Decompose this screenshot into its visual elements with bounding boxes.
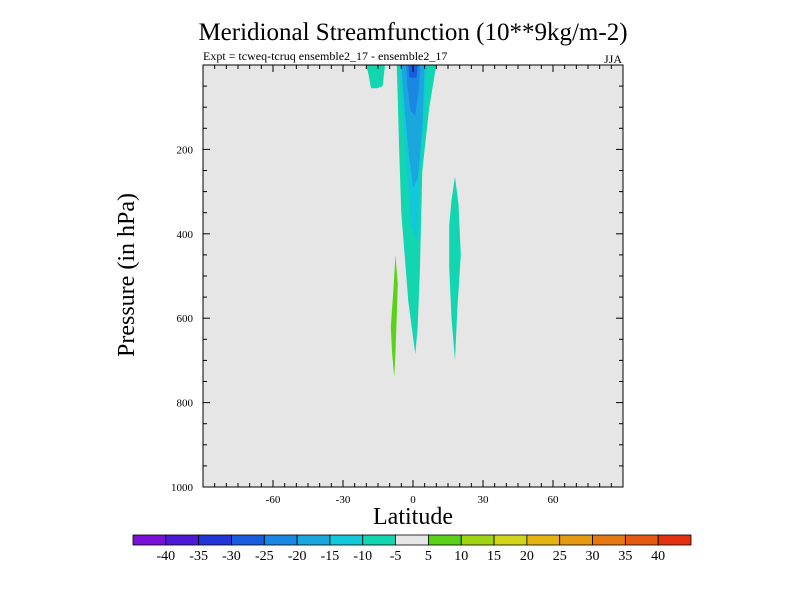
colorbar-label: -15 (321, 549, 340, 564)
colorbar-swatch (395, 534, 429, 546)
axis-ticks (203, 65, 623, 487)
colorbar-swatch (296, 534, 331, 546)
x-tick-label: 60 (548, 494, 560, 506)
colorbar-swatch (460, 534, 495, 546)
colorbar-label: -10 (353, 549, 372, 564)
x-tick-labels: -60 -30 0 30 60 (266, 494, 559, 506)
colorbar-label: -35 (189, 549, 208, 564)
x-tick-label: 0 (410, 494, 416, 506)
colorbar-label: 30 (586, 549, 600, 564)
chart-subtitle-right: JJA (604, 52, 622, 66)
y-tick-label: 400 (177, 229, 194, 241)
colorbar-label: -25 (255, 549, 274, 564)
colorbar-label: 25 (553, 549, 567, 564)
chart-title: Meridional Streamfunction (10**9kg/m-2) (198, 19, 627, 46)
colorbar-label: 15 (487, 549, 501, 564)
colorbar-label: 35 (618, 549, 632, 564)
chart-subtitle-left: Expt = tcweq-tcruq ensemble2_17 - ensemb… (203, 49, 447, 63)
contour-features (366, 65, 461, 378)
colorbar-swatch (231, 534, 265, 546)
y-axis-label: Pressure (in hPa) (114, 193, 140, 357)
colorbar-swatch (362, 534, 396, 546)
colorbar-swatch (329, 534, 364, 546)
colorbar-label: 10 (454, 549, 468, 564)
colorbar-swatch (132, 534, 167, 546)
colorbar-swatch (592, 534, 626, 546)
colorbar-label: 40 (651, 549, 665, 564)
x-tick-label: -30 (336, 494, 351, 506)
x-tick-label: -60 (266, 494, 281, 506)
x-axis-label: Latitude (373, 504, 453, 530)
colorbar-label: 5 (425, 549, 432, 564)
colorbar-swatch (559, 534, 593, 546)
colorbar-label: -5 (390, 549, 402, 564)
y-tick-labels: 200 400 600 800 1000 (171, 144, 194, 494)
colorbar-label: -30 (222, 549, 241, 564)
colorbar-swatch (198, 534, 232, 546)
x-tick-label: 30 (478, 494, 490, 506)
colorbar-swatch (165, 534, 200, 546)
colorbar-swatch (493, 534, 528, 546)
y-tick-label: 600 (177, 313, 194, 325)
colorbar-swatch (526, 534, 561, 546)
y-tick-label: 1000 (171, 482, 194, 494)
colorbar-label: -20 (288, 549, 307, 564)
colorbar-swatch (428, 534, 462, 546)
colorbar-label: -40 (156, 549, 175, 564)
colorbar-labels: -40 -35 -30 -25 -20 -15 -10 -5 5 10 15 20 25 30 35 40 (156, 549, 665, 564)
colorbar-swatch (657, 534, 692, 546)
colorbar (132, 534, 692, 546)
colorbar-swatch (263, 534, 298, 546)
contour-positive-streak-left (390, 254, 398, 378)
y-tick-label: 200 (177, 144, 194, 156)
y-tick-label: 800 (177, 398, 194, 410)
contour-negative-band-upper (401, 65, 425, 188)
colorbar-swatch (624, 534, 659, 546)
colorbar-label: 20 (520, 549, 534, 564)
contour-negative-band-lower (382, 65, 437, 355)
contour-negative-streak-right (449, 176, 461, 361)
contour-negative-blob-topleft (366, 65, 385, 89)
